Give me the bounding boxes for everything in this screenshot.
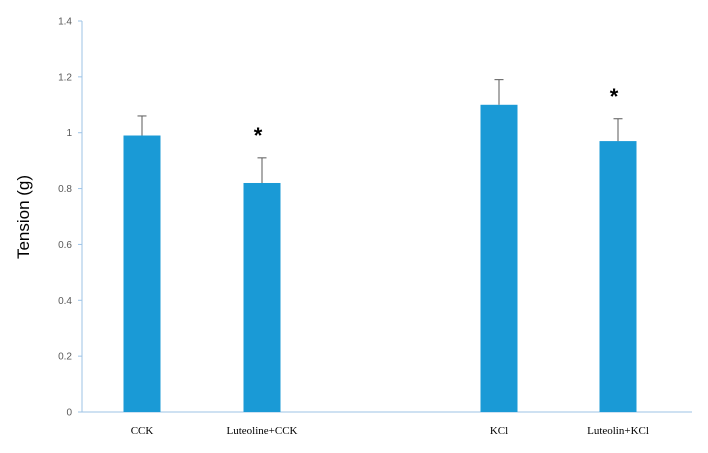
bar	[599, 141, 637, 413]
y-tick-label: 1.4	[58, 17, 72, 28]
bar	[123, 135, 161, 412]
y-tick-label: 1	[66, 128, 72, 139]
y-tick-label: 0.6	[58, 240, 72, 251]
y-tick-label: 0.4	[58, 296, 72, 307]
significance-markers: **	[254, 84, 619, 148]
category-label: Luteolin+KCl	[587, 425, 649, 437]
category-label: KCl	[490, 425, 508, 437]
y-axis: 0 0.2 0.4 0.6 0.8 1 1.2 1.4	[58, 17, 83, 419]
y-tick-label: 1.2	[58, 72, 72, 83]
error-bars	[137, 79, 623, 183]
y-tick-label: 0.8	[58, 184, 72, 195]
significance-marker: *	[610, 84, 619, 109]
bars	[123, 104, 637, 413]
y-axis-label: Tension (g)	[14, 175, 33, 259]
category-labels: CCK Luteoline+CCK KCl Luteolin+KCl	[131, 425, 649, 437]
y-tick-label: 0	[66, 408, 72, 419]
bar	[480, 104, 518, 413]
category-label: CCK	[131, 425, 154, 437]
significance-marker: *	[254, 123, 263, 148]
bar	[243, 182, 281, 412]
category-label: Luteoline+CCK	[227, 425, 298, 437]
y-tick-label: 0.2	[58, 352, 72, 363]
